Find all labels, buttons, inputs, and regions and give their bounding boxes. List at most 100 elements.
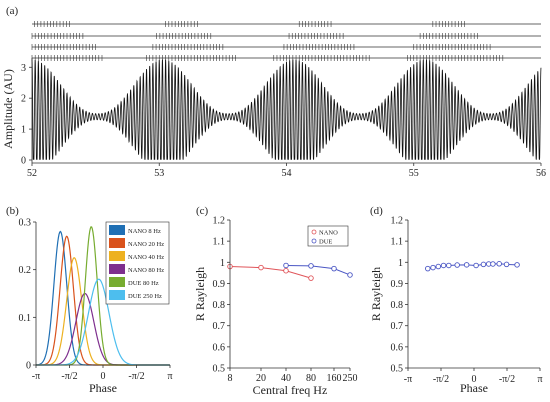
series-point: [425, 265, 431, 272]
y-tick-label: 0.8: [213, 300, 226, 311]
y-tick-label: 0.7: [391, 321, 404, 332]
series-point: [490, 261, 496, 267]
legend-label-4: NANO 80 Hz: [128, 267, 164, 274]
y-tick-label: 1: [398, 258, 403, 269]
y-tick-label: 0.6: [213, 342, 226, 353]
legend-swatch-2: [109, 238, 125, 248]
x-tick-label: -π/2: [433, 374, 449, 385]
legend-box: [307, 225, 349, 247]
x-tick-label: -π/2: [499, 374, 515, 385]
series-point: [463, 262, 470, 268]
series-point: [454, 262, 460, 268]
x-tick-label: 20: [256, 373, 266, 384]
series-point-due: [331, 265, 337, 272]
amplitude-waveform: [31, 59, 542, 160]
y-tick-label: 0.9: [391, 279, 404, 290]
legend-swatch-4: [109, 264, 125, 274]
x-tick-label: 40: [281, 373, 291, 384]
legend-label-3: NANO 40 Hz: [128, 254, 164, 261]
legend-swatch-3: [109, 251, 125, 261]
y-tick-label: 0.6: [391, 342, 404, 353]
series-point: [473, 262, 479, 269]
y-tick-label: 3: [21, 63, 26, 74]
series-point: [435, 263, 442, 270]
series-point-nano: [258, 264, 264, 271]
legend-swatch-5: [109, 277, 125, 287]
series-line-due: [285, 264, 351, 276]
series-point-due: [347, 272, 353, 278]
x-tick-label: -π/2: [61, 371, 77, 382]
series-point: [496, 261, 502, 267]
series-point: [440, 262, 447, 269]
x-tick-label: 55: [409, 168, 419, 179]
x-axis-label: Central freq Hz: [253, 383, 328, 397]
series-point-nano: [308, 275, 314, 281]
x-tick-label: -π: [404, 374, 412, 385]
y-axis-label: R Rayleigh: [369, 267, 383, 321]
legend-swatch-6: [109, 290, 125, 300]
y-tick-label: 2: [21, 94, 26, 105]
panel-c-rayleigh-vs-frequency: 8 20 40 80 160 250 0.5 0.6 0.7 0.8 0.9 1 1.1 1.2 Centr…: [193, 216, 358, 398]
panel-a-signal: 52 53 54 55 56 0 1 2 3 Amplitude (AU): [1, 21, 546, 179]
panel-letter-c: (c): [196, 205, 209, 217]
legend-marker-due: [311, 238, 317, 244]
y-tick-label: 0.5: [213, 364, 226, 375]
x-tick-label: π: [537, 374, 542, 385]
legend-label-2: NANO 20 Hz: [128, 241, 164, 248]
x-tick-label: 52: [27, 168, 37, 179]
series-point: [514, 262, 520, 268]
series-point-due: [308, 263, 314, 269]
x-tick-label: 250: [343, 373, 358, 384]
x-tick-label: -π/2: [128, 371, 144, 382]
y-axis-label: R Rayleigh: [193, 267, 207, 321]
y-tick-label: 0.8: [391, 300, 404, 311]
y-tick-label: 0: [21, 156, 26, 167]
panel-letter-a: (a): [6, 5, 19, 17]
x-tick-label: 0: [101, 371, 106, 382]
x-tick-label: 160: [327, 373, 342, 384]
legend-swatch-1: [109, 225, 125, 235]
y-tick-label: 0.7: [213, 321, 226, 332]
y-tick-label: 1.2: [391, 216, 404, 227]
x-tick-label: 0: [472, 374, 477, 385]
legend-label-6: DUE 250 Hz: [128, 293, 162, 300]
legend-label-5: DUE 80 Hz: [128, 280, 159, 287]
x-tick-label: 56: [536, 168, 546, 179]
y-tick-label: 1.2: [213, 216, 226, 227]
y-tick-label: 1.1: [391, 237, 404, 248]
panel-b-phase-distributions: -π -π/2 0 -π/2 π 0 0.1 0.2 0.3 Phase NANO 8 Hz NANO…: [19, 218, 173, 396]
legend-marker-nano: [311, 229, 317, 235]
x-axis-label: Phase: [460, 381, 488, 395]
series-line-nano: [229, 266, 312, 279]
x-tick-label: π: [167, 371, 172, 382]
series-point-due: [283, 262, 289, 269]
y-tick-label: 0.1: [19, 313, 32, 324]
x-axis-label: Phase: [89, 381, 117, 395]
legend-label-nano: NANO: [319, 230, 338, 237]
series-point-nano: [283, 267, 289, 274]
panel-d-rayleigh-vs-phase: -π -π/2 0 -π/2 π 0.5 0.6 0.7 0.8 0.9 1 1.1 1.2 Phase R…: [369, 216, 543, 396]
y-tick-label: 0.2: [19, 265, 32, 276]
y-tick-label: 1: [220, 258, 225, 269]
series-point: [446, 262, 452, 269]
x-tick-label: 80: [306, 373, 316, 384]
legend-label-1: NANO 8 Hz: [128, 228, 161, 235]
y-tick-label: 0.5: [391, 364, 404, 375]
x-tick-label: 54: [282, 168, 292, 179]
y-tick-label: 0.9: [213, 279, 226, 290]
series-point: [430, 264, 436, 271]
x-tick-label: -π: [32, 371, 40, 382]
y-tick-label: 0.3: [19, 218, 32, 229]
legend-label-due: DUE: [319, 239, 332, 246]
series-point: [503, 261, 510, 268]
panel-letter-d: (d): [370, 205, 383, 217]
y-axis-label: Amplitude (AU): [1, 69, 15, 149]
x-tick-label: 8: [228, 373, 233, 384]
y-tick-label: 1: [21, 125, 26, 136]
series-point: [480, 261, 487, 268]
y-tick-label: 1.1: [213, 237, 226, 248]
panel-letter-b: (b): [6, 205, 19, 217]
x-tick-label: 53: [154, 168, 164, 179]
y-tick-label: 0: [26, 361, 31, 372]
